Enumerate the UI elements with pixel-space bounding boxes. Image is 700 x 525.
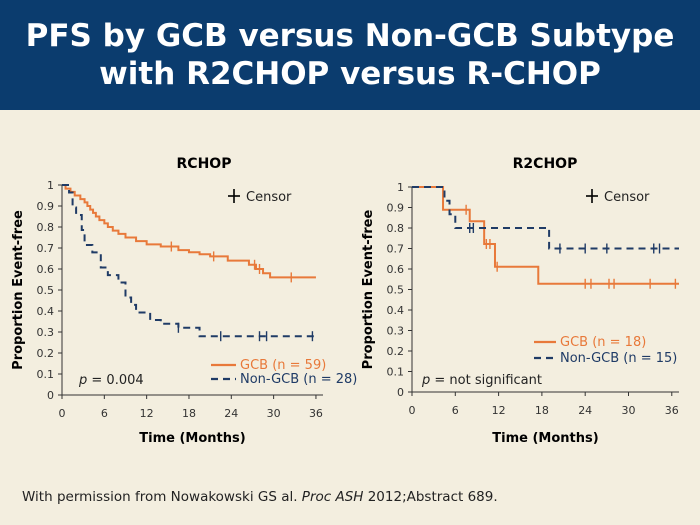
citation-suffix: 2012;Abstract 689. (363, 489, 498, 505)
y-tick-label: 0.4 (37, 305, 55, 318)
x-tick-label: 0 (59, 407, 66, 420)
y-axis-title: Proportion Event-free (11, 210, 26, 370)
y-tick-label: 0.3 (387, 325, 405, 338)
x-tick-label: 12 (492, 404, 506, 417)
x-tick-label: 24 (578, 404, 592, 417)
x-tick-label: 36 (309, 407, 323, 420)
non-gcb-curve (62, 184, 316, 338)
y-tick-label: 0 (47, 389, 54, 402)
y-tick-label: 0.9 (387, 202, 405, 215)
x-tick-label: 30 (621, 404, 635, 417)
x-tick-label: 30 (267, 407, 281, 420)
y-tick-label: 0.5 (37, 284, 55, 297)
non-gcb-curve (412, 186, 679, 250)
p-value-annotation: p = not significant (421, 373, 542, 388)
citation-journal: Proc ASH (301, 489, 364, 505)
y-tick-label: 1 (47, 179, 54, 192)
x-tick-label: 6 (452, 404, 459, 417)
y-tick-label: 0.7 (37, 242, 55, 255)
y-tick-label: 0.2 (387, 345, 405, 358)
x-tick-label: 18 (182, 407, 196, 420)
y-tick-label: 0.1 (387, 366, 405, 379)
title-banner: PFS by GCB versus Non-GCB Subtype with R… (0, 0, 700, 110)
y-tick-label: 0.1 (37, 368, 55, 381)
citation: With permission from Nowakowski GS al. P… (22, 489, 498, 505)
slide-title-line-1: PFS by GCB versus Non-GCB Subtype (25, 18, 675, 54)
chart-title: R2CHOP (513, 156, 578, 172)
censor-legend-label: Censor (246, 190, 292, 205)
y-tick-label: 0.9 (37, 200, 55, 213)
x-axis-title: Time (Months) (492, 431, 598, 446)
x-tick-label: 12 (140, 407, 154, 420)
x-tick-label: 6 (101, 407, 108, 420)
y-tick-label: 0.8 (37, 221, 55, 234)
y-tick-label: 0 (397, 386, 404, 399)
y-tick-label: 1 (397, 181, 404, 194)
y-tick-label: 0.2 (37, 347, 55, 360)
x-tick-label: 36 (665, 404, 679, 417)
citation-prefix: With permission from Nowakowski GS al. (22, 489, 302, 505)
x-axis-title: Time (Months) (139, 431, 245, 446)
y-tick-label: 0.4 (387, 304, 405, 317)
gcb-legend-label: GCB (n = 18) (560, 335, 646, 350)
chart-title: RCHOP (177, 156, 232, 172)
non-gcb-legend-label: Non-GCB (n = 15) (560, 351, 677, 366)
y-tick-label: 0.3 (37, 326, 55, 339)
y-axis-title: Proportion Event-free (361, 210, 376, 370)
x-tick-label: 18 (535, 404, 549, 417)
p-value: = not significant (430, 373, 542, 388)
gcb-legend-label: GCB (n = 59) (240, 358, 326, 373)
slide-title-line-2: with R2CHOP versus R-CHOP (99, 56, 601, 92)
gcb-curve (412, 186, 679, 285)
p-value: = 0.004 (87, 373, 143, 388)
non-gcb-legend-label: Non-GCB (n = 28) (240, 372, 357, 387)
y-tick-label: 0.6 (37, 263, 55, 276)
y-tick-label: 0.7 (387, 243, 405, 256)
censor-legend-label: Censor (604, 190, 650, 205)
y-tick-label: 0.6 (387, 263, 405, 276)
y-tick-label: 0.8 (387, 222, 405, 235)
x-tick-label: 0 (409, 404, 416, 417)
x-tick-label: 24 (224, 407, 238, 420)
p-value-annotation: p = 0.004 (78, 373, 144, 388)
p-symbol: p (421, 373, 430, 388)
p-symbol: p (78, 373, 87, 388)
gcb-curve (62, 184, 316, 279)
y-tick-label: 0.5 (387, 284, 405, 297)
